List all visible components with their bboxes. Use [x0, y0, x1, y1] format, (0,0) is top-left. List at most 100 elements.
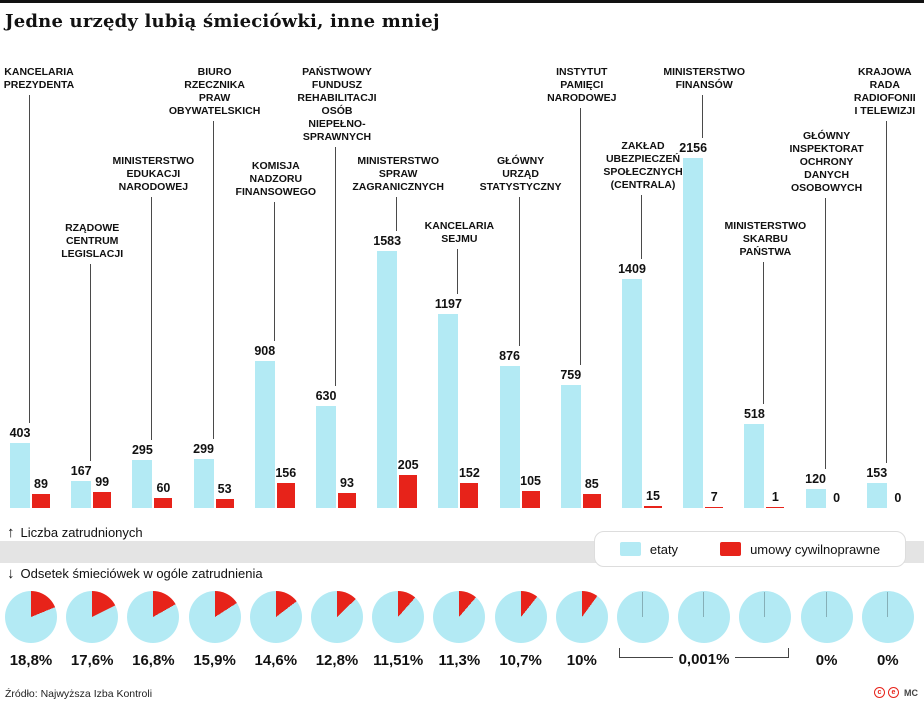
leader-line [579, 108, 581, 365]
pct-label: 12,8% [315, 652, 359, 669]
etaty-bar [377, 251, 398, 508]
etaty-swatch [619, 542, 641, 556]
etaty-value: 1197 [434, 297, 462, 311]
pct-label: 10,7% [499, 652, 542, 669]
umowy-value: 15 [646, 489, 660, 503]
umowy-value: 105 [520, 474, 542, 488]
umowy-bar [93, 492, 112, 508]
etaty-value: 908 [254, 344, 276, 358]
pie-chart [5, 591, 57, 643]
etaty-bar [254, 361, 275, 508]
leader-line [885, 121, 887, 463]
umowy-bar [276, 483, 295, 508]
pct-label: 10% [566, 652, 597, 669]
leader-line [212, 121, 214, 439]
etaty-value: 630 [315, 389, 337, 403]
legend-etaty-label: etaty [649, 541, 679, 557]
etaty-value: 403 [9, 426, 31, 440]
umowy-value: 85 [584, 477, 599, 491]
pie-chart [494, 591, 547, 643]
etaty-bar [499, 366, 520, 508]
institution-label: KOMISJA NADZORU FINANSOWEGO [235, 160, 317, 198]
institution-label: GŁÓWNY URZĄD STATYSTYCZNY [479, 155, 562, 193]
umowy-value: 152 [458, 466, 480, 480]
umowy-value: 0 [833, 491, 841, 505]
pie-chart [861, 591, 914, 643]
umowy-bar [521, 491, 540, 508]
umowy-value: 1 [771, 490, 779, 504]
umowy-value: 99 [95, 475, 110, 489]
pie-tick-icon [764, 592, 766, 617]
by-icon: e [888, 687, 899, 698]
leader-line [641, 195, 642, 259]
source-note: Źródło: Najwyższa Izba Kontroli [5, 688, 153, 700]
umowy-value: 60 [156, 481, 171, 495]
umowy-value: 93 [340, 476, 354, 490]
umowy-value: 0 [894, 491, 902, 505]
institution-label: INSTYTUT PAMIĘCI NARODOWEJ [547, 66, 617, 104]
institution-label: MINISTERSTWO SKARBU PAŃSTWA [724, 220, 807, 258]
pie-tick-icon [886, 592, 888, 617]
legend-item-etaty: etaty [619, 541, 679, 557]
umowy-value: 89 [34, 477, 48, 491]
pct-label: 18,8% [9, 652, 53, 669]
institution-label: KRAJOWA RADA RADIOFONII I TELEWIZJI [853, 66, 916, 117]
etaty-bar [805, 489, 826, 508]
umowy-value: 53 [217, 482, 232, 496]
legend-umowy-label: umowy cywilnoprawne [750, 541, 881, 557]
umowy-bar [32, 494, 50, 508]
axis-up-label: Liczba zatrudnionych [20, 525, 143, 540]
pie-tick-icon [825, 592, 827, 617]
leader-line [335, 147, 336, 386]
etaty-value: 153 [866, 466, 888, 480]
pct-label: 0% [815, 652, 838, 669]
pie-chart [127, 591, 180, 643]
pct-label: 17,6% [70, 652, 114, 669]
credit-initials: MC [904, 687, 918, 698]
leader-line [151, 197, 153, 440]
etaty-bar [316, 406, 336, 508]
umowy-value: 156 [275, 466, 297, 480]
etaty-value: 2156 [679, 141, 708, 155]
umowy-value: 205 [397, 458, 419, 472]
pie-chart [555, 591, 608, 643]
pct-group-value: 0,001% [672, 651, 736, 668]
leader-line [518, 197, 520, 346]
pct-label: 16,8% [132, 652, 175, 669]
leader-line [29, 95, 30, 423]
pie-chart [311, 591, 363, 643]
axis-up-row: ↑ Liczba zatrudnionych [7, 524, 143, 541]
etaty-bar [10, 443, 30, 508]
etaty-bar [193, 459, 214, 508]
umowy-bar [705, 507, 724, 508]
umowy-bar [460, 483, 479, 508]
umowy-bar [582, 494, 601, 508]
pie-chart [800, 591, 853, 643]
axis-down-label: Odsetek śmieciówek w ogóle zatrudnienia [20, 566, 263, 581]
leader-line [824, 198, 826, 469]
umowy-bar [215, 499, 234, 508]
pct-label: 14,6% [254, 652, 298, 669]
pie-chart [678, 591, 731, 643]
institution-label: GŁÓWNY INSPEKTORAT OCHRONY DANYCH OSOBOW… [789, 130, 864, 194]
pie-tick-icon [703, 592, 705, 617]
axis-down-row: ↓ Odsetek śmieciówek w ogóle zatrudnieni… [7, 565, 263, 582]
etaty-value: 1583 [373, 234, 402, 248]
pie-tick-icon [642, 592, 643, 617]
etaty-bar [132, 460, 153, 508]
cc-icon: c [874, 687, 885, 698]
umowy-bar [644, 506, 662, 508]
top-rule [0, 0, 924, 3]
umowy-bar [154, 498, 173, 508]
institution-label: MINISTERSTWO SPRAW ZAGRANICZNYCH [352, 155, 444, 193]
leader-line [457, 249, 459, 294]
etaty-bar [622, 279, 642, 508]
pie-chart [739, 591, 792, 643]
institution-label: PAŃSTWOWY FUNDUSZ REHABILITACJI OSÓB NIE… [297, 66, 377, 143]
leader-line [763, 262, 765, 404]
umowy-value: 7 [710, 490, 718, 504]
institution-label: BIURO RZECZNIKA PRAW OBYWATELSKICH [168, 66, 261, 117]
etaty-bar [683, 158, 704, 508]
pie-chart [617, 591, 669, 643]
